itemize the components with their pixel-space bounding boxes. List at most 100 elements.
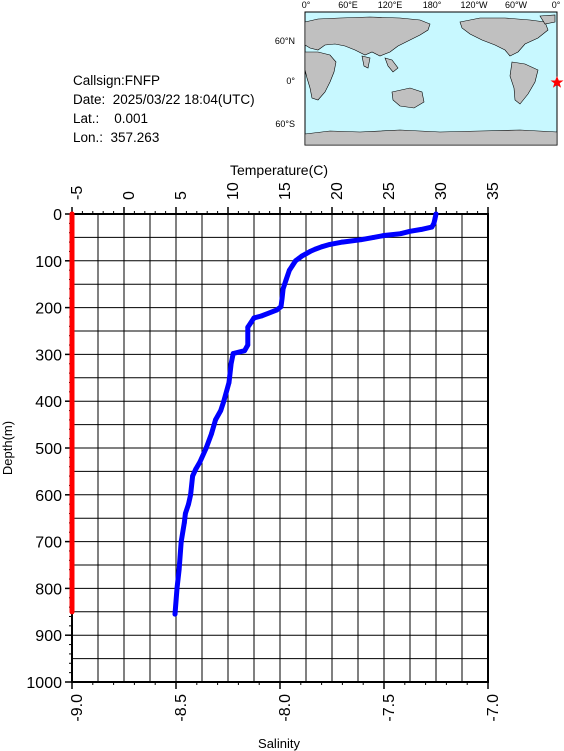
temperature-point	[178, 539, 184, 544]
top-axis-title: Temperature(C)	[230, 162, 328, 178]
temperature-point	[274, 307, 280, 313]
temperature-point	[242, 348, 248, 354]
depth-tick-label: 100	[35, 254, 62, 271]
temperature-tick-label: 5	[173, 191, 190, 200]
temperature-point	[279, 295, 285, 301]
temperature-point	[230, 351, 236, 356]
depth-tick-label: 600	[35, 488, 62, 505]
temperature-profile-line	[172, 211, 439, 617]
temperature-point	[208, 431, 214, 437]
temperature-tick-label: 10	[225, 182, 242, 200]
temperature-tick-label: 25	[381, 182, 398, 200]
salinity-tick-label: -8.5	[173, 694, 190, 722]
series-layer	[69, 211, 439, 617]
temperature-point	[174, 586, 180, 591]
salinity-point	[69, 445, 75, 451]
depth-tick-label: 300	[35, 347, 62, 364]
callsign-text: Callsign:FNFP	[73, 73, 161, 88]
temperature-point	[293, 258, 298, 264]
temperature-point	[193, 466, 199, 472]
temperature-tick-label: 35	[485, 182, 502, 200]
temperature-point	[172, 611, 178, 617]
temperature-point	[248, 320, 254, 325]
temperature-point	[245, 342, 251, 348]
map-lat-label: 60°N	[275, 36, 295, 46]
temperature-point	[429, 224, 435, 230]
temperature-point	[278, 304, 284, 310]
depth-tick-label: 800	[35, 581, 62, 598]
temperature-point	[181, 520, 187, 526]
salinity-point	[69, 586, 75, 591]
temperature-point	[307, 249, 313, 254]
depth-tick-label: 700	[35, 535, 62, 552]
temperature-point	[213, 417, 218, 423]
map-lon-label: 60°E	[338, 0, 358, 10]
y-axis-title: Depth(m)	[0, 421, 15, 475]
temperature-point	[303, 251, 309, 257]
map-lon-label: 120°W	[460, 0, 488, 10]
depth-tick-label: 400	[35, 394, 62, 411]
temperature-point	[286, 267, 292, 273]
temperature-point	[398, 231, 404, 237]
temperature-point	[228, 361, 234, 367]
salinity-point	[69, 352, 75, 357]
map-lon-label: 120°E	[378, 0, 403, 10]
salinity-point	[69, 305, 75, 310]
temperature-point	[340, 239, 345, 245]
temperature-tick-label: 20	[329, 182, 346, 200]
temperature-point	[432, 216, 438, 222]
temperature-point	[245, 324, 251, 330]
map-lon-label: 60°W	[505, 0, 528, 10]
temperature-point	[290, 263, 295, 268]
salinity-point	[69, 539, 75, 544]
depth-tick-label: 1000	[26, 675, 62, 692]
salinity-point	[69, 609, 75, 615]
temperature-point	[190, 473, 196, 479]
temperature-point	[371, 235, 376, 240]
temperature-point	[188, 492, 193, 498]
temperature-point	[283, 277, 289, 282]
map-lat-label: 60°S	[275, 119, 295, 129]
bottom-axis-title: Salinity	[258, 736, 300, 751]
temperature-point	[319, 244, 324, 250]
depth-tick-label: 200	[35, 301, 62, 318]
temperature-point	[358, 237, 364, 243]
temperature-point	[433, 211, 439, 217]
chart-grid	[71, 213, 489, 683]
temperature-point	[203, 445, 209, 451]
date-text: Date: 2025/03/22 18:04(UTC)	[73, 92, 255, 107]
depth-tick-label: 900	[35, 628, 62, 645]
map-lon-label: 0°	[302, 0, 311, 10]
temperature-tick-label: 30	[433, 182, 450, 200]
depth-tick-label: 500	[35, 441, 62, 458]
salinity-point	[69, 398, 75, 404]
temperature-point	[431, 220, 437, 226]
temperature-point	[327, 242, 333, 247]
temperature-point	[221, 398, 227, 404]
temperature-point	[218, 408, 224, 413]
temperature-point	[419, 227, 424, 232]
temperature-point	[176, 567, 182, 573]
salinity-point	[69, 258, 75, 264]
tick-labels: -5 0 5 10 15 20 25 30 35 -9.0 -8.5 -8.0 -7.5 -7.0 0 100…	[26, 182, 502, 721]
temperature-point	[381, 233, 387, 238]
map-land	[304, 14, 558, 146]
longitude-text: Lon.: 357.263	[73, 130, 160, 145]
salinity-tick-label: -9.0	[69, 694, 86, 722]
temperature-point	[280, 286, 286, 292]
salinity-point	[69, 211, 75, 217]
temperature-tick-label: -5	[69, 186, 86, 200]
temperature-point	[258, 313, 264, 319]
temperature-point	[251, 315, 257, 321]
temperature-point	[182, 511, 188, 516]
temperature-tick-label: 15	[277, 182, 294, 200]
temperature-point	[312, 246, 318, 252]
star-icon	[550, 76, 564, 88]
station-info: Callsign:FNFP Date: 2025/03/22 18:04(UTC…	[73, 71, 255, 147]
map-lon-label: 0°	[552, 0, 561, 10]
salinity-tick-label: -7.5	[381, 694, 398, 722]
temperature-point	[266, 310, 271, 316]
map-lon-label: 180°	[423, 0, 442, 10]
latitude-text: Lat.: 0.001	[73, 111, 149, 126]
